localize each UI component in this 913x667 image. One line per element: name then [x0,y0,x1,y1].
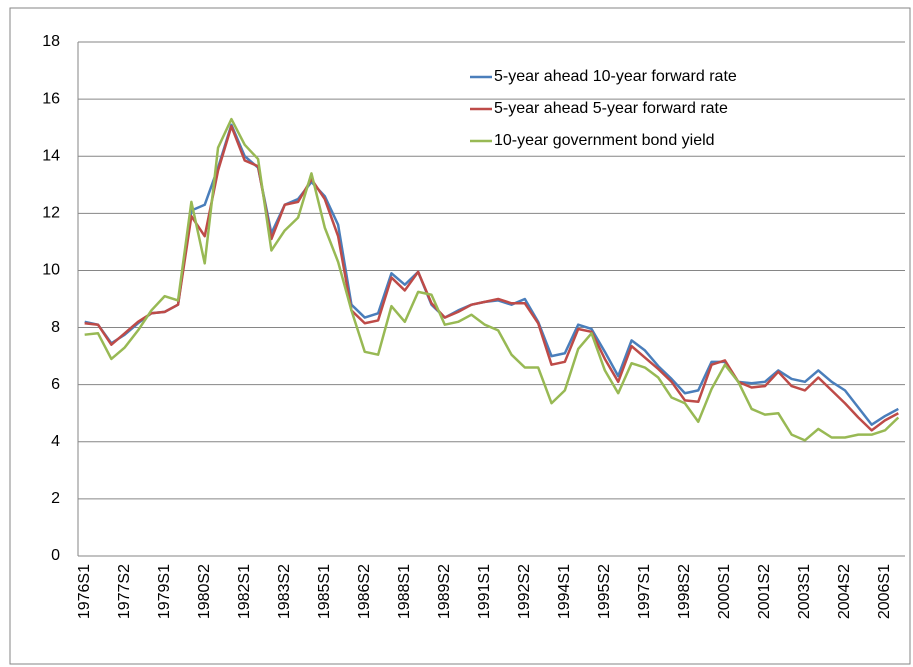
x-tick-label: 2000S1 [716,564,733,619]
y-tick-label: 0 [51,547,60,564]
legend-label: 5-year ahead 10-year forward rate [494,68,737,85]
x-tick-label: 1989S2 [436,564,453,619]
x-tick-label: 1983S2 [276,564,293,619]
x-tick-label: 1979S1 [156,564,173,619]
x-tick-label: 1986S2 [356,564,373,619]
y-tick-label: 8 [51,319,60,336]
x-tick-label: 1991S1 [476,564,493,619]
x-tick-label: 1994S1 [556,564,573,619]
x-tick-label: 1985S1 [316,564,333,619]
x-tick-label: 2006S1 [876,564,893,619]
x-tick-label: 2003S1 [796,564,813,619]
y-tick-label: 4 [51,433,60,450]
series-line [84,117,900,442]
x-tick-label: 1976S1 [76,564,93,619]
x-tick-label: 2001S2 [756,564,773,619]
x-tick-label: 1997S1 [636,564,653,619]
x-tick-label: 1982S1 [236,564,253,619]
x-tick-label: 2004S2 [836,564,853,619]
series-line [84,124,899,432]
x-tick-label: 1995S2 [596,564,613,619]
x-tick-label: 1998S2 [676,564,693,619]
legend-label: 10-year government bond yield [494,132,715,149]
y-tick-label: 2 [51,490,60,507]
y-tick-label: 10 [42,262,60,279]
y-tick-label: 16 [42,90,60,107]
y-tick-label: 6 [51,376,60,393]
legend-label: 5-year ahead 5-year forward rate [494,100,728,117]
x-tick-label: 1992S2 [516,564,533,619]
y-tick-label: 14 [42,147,60,164]
x-tick-label: 1977S2 [116,564,133,619]
x-tick-label: 1980S2 [196,564,213,619]
chart-frame [9,7,911,665]
x-tick-label: 1988S1 [396,564,413,619]
y-tick-label: 18 [42,33,60,50]
y-tick-label: 12 [42,205,60,222]
